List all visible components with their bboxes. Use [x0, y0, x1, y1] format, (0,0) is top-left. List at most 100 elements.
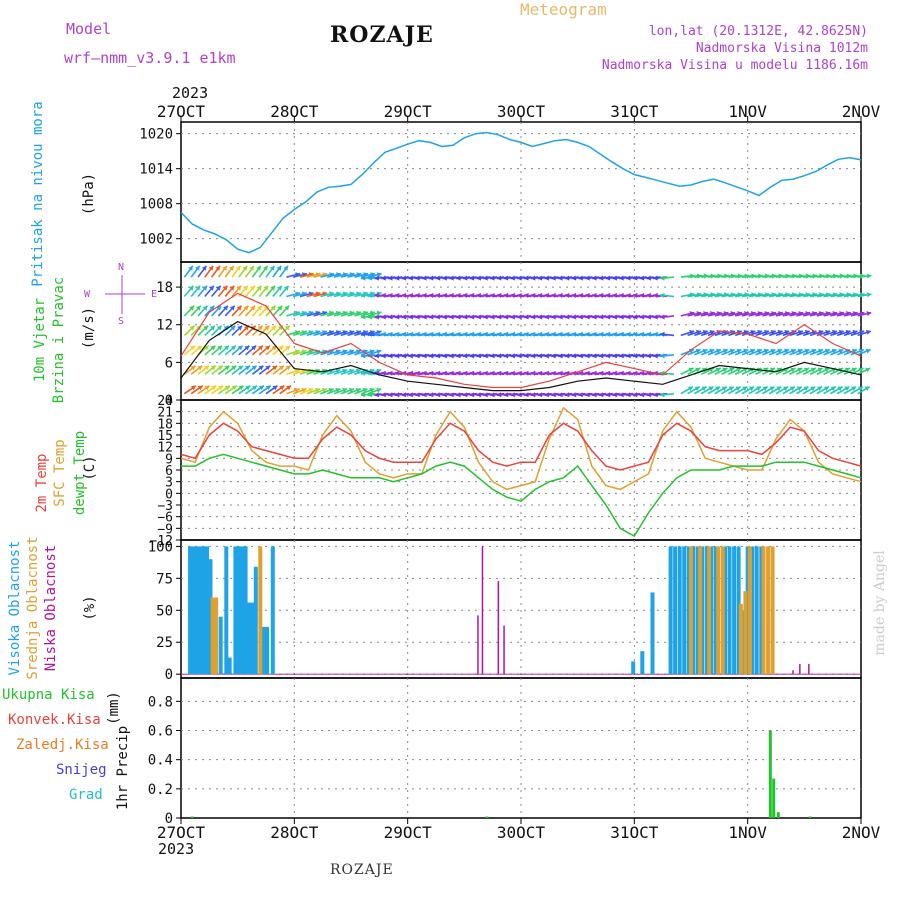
wind-arrow-head	[197, 385, 203, 391]
temperature-ytick-label: 21	[157, 406, 173, 421]
wind-arrow-head	[476, 314, 481, 320]
wind-arrow-head	[823, 386, 829, 392]
wind-arrow-head	[551, 370, 556, 376]
station-elevation: Nadmorska Visina 1012m	[695, 41, 868, 56]
wind-arrow-head	[294, 388, 300, 393]
wind-arrow-head	[646, 292, 651, 298]
wind-arrow-head	[201, 265, 207, 271]
wind-arrow-head	[223, 305, 228, 311]
clouds-ytick-label: 0	[165, 667, 173, 683]
wind-arrow-head	[626, 275, 631, 281]
wind-arrow-head	[646, 353, 651, 359]
temp-2m-line	[180, 422, 862, 471]
wind-arrow-head	[496, 331, 502, 337]
wind-arrow-head	[838, 329, 844, 335]
x-tick-label-top: 29OCT	[384, 102, 433, 121]
wind-arrow-head	[223, 325, 229, 331]
wind-arrow-head	[456, 392, 461, 398]
wind-arrow-head	[243, 285, 248, 291]
wind-arrow-head	[250, 305, 256, 311]
wind-arrow-head	[701, 386, 707, 392]
model-label: Model	[66, 20, 112, 38]
wind-arrow-head	[195, 265, 200, 271]
wind-arrow-head	[551, 292, 556, 298]
wind-arrow-head	[803, 386, 809, 392]
wind-arrow-head	[510, 392, 515, 398]
wind-arrow-head	[865, 367, 871, 373]
wind-arrow-head	[381, 275, 386, 281]
cloud-bar-high	[695, 546, 700, 675]
cloud-bar-high	[188, 546, 193, 675]
wind-arrow-head	[831, 348, 837, 354]
wind-arrow-head	[442, 292, 447, 298]
model-name: wrf—nmm_v3.9.1 e1km	[64, 49, 236, 67]
wind-arrow-head	[456, 331, 461, 337]
wind-arrow-head	[258, 385, 264, 391]
wind-arrow-head	[271, 345, 277, 351]
wind-arrow-head	[517, 292, 522, 298]
cloud-bar-high	[677, 546, 682, 675]
wind-arrow-head	[237, 345, 243, 351]
wind-arrow-head	[612, 314, 617, 320]
wind-arrow-head	[763, 367, 769, 373]
wind-arrow-head	[639, 331, 645, 337]
x-tick-label-top: 31OCT	[610, 102, 659, 121]
cloud-bar-high	[253, 566, 258, 675]
cloud-bar-high	[208, 559, 213, 675]
wind-arrow-head	[349, 368, 354, 374]
wind-arrow-head	[284, 325, 290, 331]
wind-arrow-head	[517, 275, 522, 281]
wind-arrow-head	[715, 386, 721, 392]
wind-arrow-head	[490, 275, 495, 281]
wind-arrow-head	[605, 370, 611, 376]
wind-arrow-head	[360, 314, 366, 320]
wind-arrow-head	[804, 329, 810, 335]
wind-arrow-head	[271, 325, 277, 331]
wind-arrow-head	[626, 353, 631, 359]
wind-arrow-head	[510, 353, 515, 359]
wind-arrow-head	[265, 365, 271, 371]
wind-arrow-head	[558, 331, 563, 337]
wind-arrow-head	[742, 386, 748, 392]
cloud-bar-high	[218, 616, 223, 675]
wind-arrow-head	[503, 353, 509, 359]
wind-arrow-head	[428, 392, 434, 398]
wind-arrow-head	[349, 388, 354, 393]
wind-arrow-head	[790, 367, 796, 373]
cloud-bar-mid	[747, 546, 752, 675]
wind-arrow-head	[632, 370, 638, 376]
wind-arrow-head	[660, 331, 665, 337]
wind-arrow-head	[476, 392, 481, 398]
wind-arrow-head	[653, 275, 658, 281]
wind-arrow-head	[598, 331, 604, 337]
wind-arrow-head	[286, 385, 292, 391]
wind-arrow-head	[195, 285, 201, 291]
cloud-bar-high	[198, 546, 203, 675]
temperature-ytick-label: 9	[165, 452, 173, 467]
wind-arrow-head	[571, 331, 577, 337]
wind-arrow-head	[301, 388, 307, 393]
wind-arrow-head	[544, 370, 549, 376]
wind-arrow-head	[503, 275, 509, 281]
wind-arrow-head	[564, 275, 570, 281]
wind-arrow-head	[660, 314, 665, 320]
wind-arrow-head	[355, 388, 361, 393]
cloud-bar-high	[250, 602, 255, 675]
wind-arrow-head	[263, 285, 269, 291]
wind-arrow-head	[462, 292, 468, 298]
wind-arrow-head	[342, 368, 348, 374]
wind-arrow-head	[381, 314, 386, 320]
wind-arrow-head	[408, 370, 413, 376]
wind-arrow-head	[401, 353, 407, 359]
wind-arrow-head	[797, 367, 803, 373]
x-tick-label-top: 1NOV	[728, 102, 767, 121]
wind-arrow-head	[852, 329, 858, 335]
wind-arrow-head	[626, 292, 631, 298]
wind-arrow-head	[736, 367, 741, 373]
wind-arrow-head	[490, 314, 495, 320]
wind-arrow-head	[551, 331, 556, 337]
wind-arrow-head	[369, 388, 375, 393]
wind-arrow-head	[388, 370, 393, 376]
wind-arrow-head	[244, 345, 250, 351]
wind-arrow-head	[585, 370, 590, 376]
